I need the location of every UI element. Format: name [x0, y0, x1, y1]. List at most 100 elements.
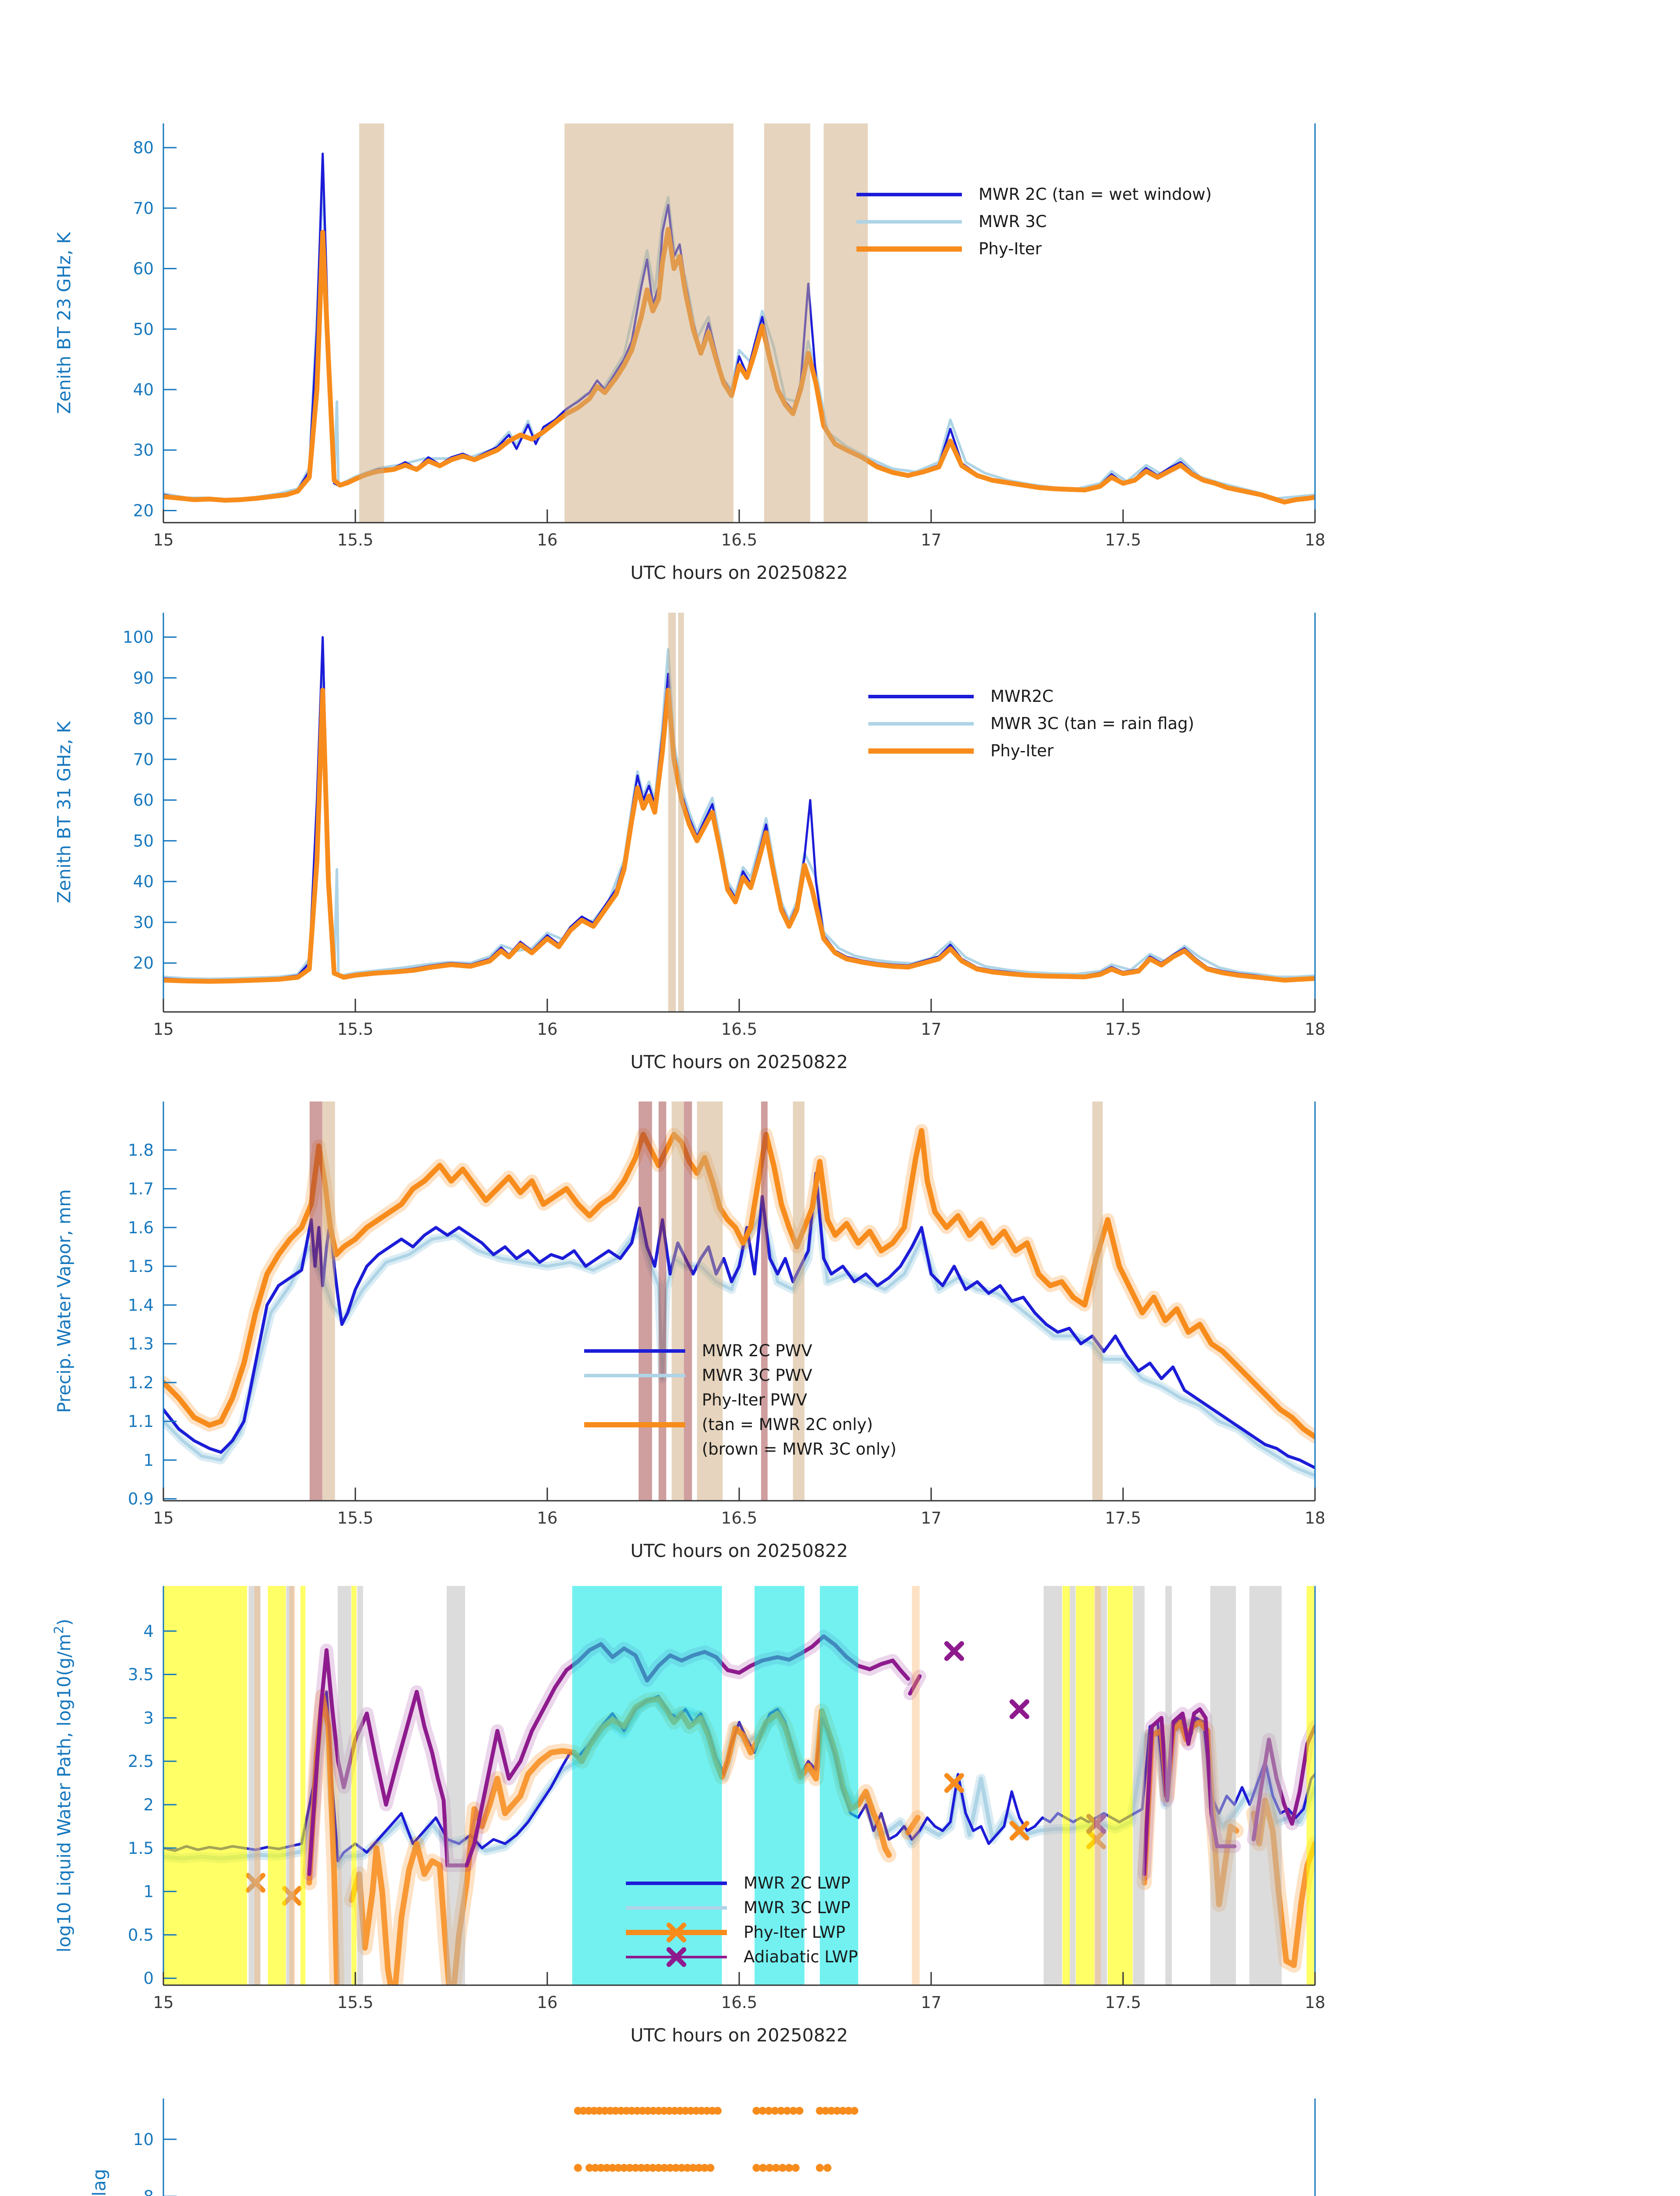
x-tick-label: 16 — [537, 1509, 557, 1528]
y-tick-label: 50 — [133, 831, 154, 850]
legend-label: Phy-Iter — [990, 741, 1054, 760]
y-tick-label: 20 — [133, 954, 154, 973]
legend-label: (brown = MWR 3C only) — [702, 1440, 896, 1459]
y-axis-label: MWR Phy Iter DQ Flag — [89, 2169, 110, 2196]
tan-flag-band — [824, 123, 868, 523]
tan-flag-band — [764, 123, 810, 523]
y-tick-label: 80 — [133, 709, 154, 728]
flag-dot — [759, 2106, 767, 2115]
x-tick-label: 16 — [537, 531, 557, 549]
flag-dot — [695, 2163, 703, 2172]
x-tick-label: 15.5 — [337, 531, 373, 549]
flag-dot — [701, 2163, 709, 2172]
gray-flag-band — [447, 1586, 465, 1985]
gray-flag-band — [1069, 1586, 1076, 1985]
flag-dot — [643, 2163, 651, 2172]
yellow-flag-band — [267, 1586, 286, 1985]
x-tick-label: 16.5 — [721, 1993, 757, 2012]
flag-dot — [791, 2163, 800, 2172]
x-tick-label: 15 — [153, 531, 173, 549]
flag-dot — [771, 2106, 779, 2115]
y-tick-label: 40 — [133, 872, 154, 891]
x-marker — [1009, 1699, 1030, 1719]
tan-flag-band — [678, 613, 684, 1012]
tan-flag-band — [697, 1102, 723, 1501]
flag-dot — [752, 2163, 761, 2172]
y-tick-label: 1.2 — [128, 1373, 154, 1392]
x-tick-label: 15.5 — [337, 1993, 373, 2012]
flag-dot — [637, 2163, 646, 2172]
flag-dot — [827, 2106, 835, 2115]
legend-label: MWR 3C LWP — [744, 1898, 850, 1917]
flag-dot — [603, 2163, 611, 2172]
y-tick-label: 1.1 — [128, 1412, 154, 1431]
flag-dot — [789, 2106, 798, 2115]
x-tick-label: 15 — [153, 1509, 173, 1528]
gray-flag-band — [337, 1586, 351, 1985]
flag-dot — [620, 2163, 628, 2172]
x-marker — [666, 1922, 686, 1943]
yellow-flag-band — [351, 1586, 357, 1985]
legend: MWR 2C PWV MWR 3C PWV Phy-Iter PWV (tan = M… — [584, 1341, 896, 1459]
peach-flag-band — [254, 1586, 260, 1985]
y-tick-label: 20 — [133, 501, 154, 520]
x-tick-label: 16.5 — [721, 531, 757, 549]
y-tick-label: 50 — [133, 320, 154, 339]
flag-dot — [845, 2106, 853, 2115]
x-tick-label: 18 — [1304, 1020, 1325, 1039]
y-tick-label: 1.5 — [128, 1257, 154, 1276]
y-tick-label: 0 — [143, 1969, 154, 1988]
flag-dot — [597, 2163, 605, 2172]
x-marker — [944, 1773, 964, 1793]
yellow-flag-band — [1108, 1586, 1133, 1985]
y-tick-label: 2 — [143, 1795, 154, 1814]
y-tick-label: 0.9 — [128, 1490, 154, 1509]
yellow-flag-band — [1076, 1586, 1095, 1985]
y-tick-label: 60 — [133, 791, 154, 810]
flag-dot — [795, 2106, 804, 2115]
flag-dot — [752, 2106, 761, 2115]
legend-label: (tan = MWR 2C only) — [702, 1415, 873, 1434]
y-tick-label: 3.5 — [128, 1665, 154, 1684]
y-tick-label: 60 — [133, 260, 154, 278]
x-tick-label: 18 — [1304, 531, 1325, 549]
flag-dot — [591, 2163, 600, 2172]
panel-zenith-bt-23: 20 30 40 50 60 70 80 15 15.5 16 16.5 17 17.5 18 UTC ho… — [54, 123, 1326, 583]
flag-dot — [838, 2106, 847, 2115]
brown-flag-band — [658, 1102, 666, 1501]
y-axis-label: Zenith BT 31 GHz, K — [54, 721, 75, 903]
x-tick-label: 17.5 — [1105, 1020, 1141, 1039]
y-tick-label: 40 — [133, 380, 154, 399]
x-tick-label: 16 — [537, 1993, 557, 2012]
flag-dot — [783, 2106, 791, 2115]
curves — [163, 636, 1315, 984]
flag-dot — [785, 2163, 793, 2172]
legend: MWR 2C LWP MWR 3C LWP Phy-Iter LWP Adiabati… — [626, 1874, 858, 1967]
gray-flag-band — [357, 1586, 363, 1985]
y-tick-label: 1.3 — [128, 1335, 154, 1354]
yellow-flag-band — [163, 1586, 247, 1985]
tan-flag-band — [359, 123, 384, 523]
tan-flag-band — [668, 613, 676, 1012]
panel-precip-water-vapor: 0.9 1 1.1 1.2 1.3 1.4 1.5 1.6 1.7 1.8 15 15.5 16 16.5… — [54, 1102, 1326, 1561]
flag-dot — [816, 2163, 824, 2172]
y-tick-label: 1 — [143, 1882, 154, 1901]
legend: MWR 2C (tan = wet window) MWR 3C Phy-Iter — [856, 185, 1212, 258]
yellow-flag-band — [1062, 1586, 1070, 1985]
panel-log10-lwp: 0 0.5 1 1.5 2 2.5 3 3.5 4 15 15.5 16 16.5 17 17.5 18 UTC… — [51, 1586, 1326, 2046]
y-tick-label: 1.7 — [128, 1180, 154, 1199]
axes: 20 30 40 50 60 70 80 15 15.5 16 16.5 17 17.5 18 UTC ho… — [54, 123, 1326, 583]
flag-dot — [706, 2163, 715, 2172]
dq-flag-dots — [574, 2106, 859, 2172]
legend-label: Phy-Iter LWP — [744, 1923, 845, 1942]
x-axis-label: UTC hours on 20250822 — [630, 562, 848, 583]
x-marker — [666, 1947, 686, 1967]
y-tick-label: 30 — [133, 441, 154, 460]
flag-dot — [821, 2106, 830, 2115]
gray-flag-band — [286, 1586, 294, 1985]
y-tick-label: 80 — [133, 138, 154, 157]
flag-dot — [608, 2163, 617, 2172]
x-tick-label: 17 — [921, 1993, 941, 2012]
flag-dot — [672, 2163, 680, 2172]
